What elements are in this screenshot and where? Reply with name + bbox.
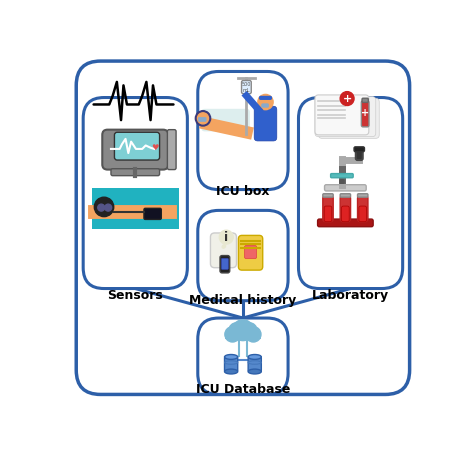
Circle shape — [219, 230, 233, 244]
FancyBboxPatch shape — [315, 97, 376, 137]
Circle shape — [198, 113, 209, 124]
FancyBboxPatch shape — [83, 97, 187, 289]
Circle shape — [258, 94, 273, 110]
FancyBboxPatch shape — [315, 95, 369, 135]
Circle shape — [105, 204, 112, 211]
Ellipse shape — [225, 369, 238, 374]
FancyBboxPatch shape — [198, 318, 288, 395]
Circle shape — [98, 204, 105, 211]
FancyBboxPatch shape — [362, 98, 368, 102]
Circle shape — [225, 327, 240, 342]
FancyBboxPatch shape — [144, 208, 161, 220]
Circle shape — [228, 322, 246, 339]
FancyBboxPatch shape — [324, 206, 332, 222]
FancyBboxPatch shape — [238, 235, 263, 270]
FancyBboxPatch shape — [111, 169, 160, 176]
Text: ♥: ♥ — [152, 143, 159, 152]
FancyBboxPatch shape — [198, 210, 288, 301]
Text: 500
mL: 500 mL — [242, 82, 251, 92]
Text: +: + — [343, 93, 352, 104]
FancyBboxPatch shape — [167, 129, 176, 170]
Ellipse shape — [248, 354, 261, 359]
FancyBboxPatch shape — [319, 98, 379, 138]
FancyBboxPatch shape — [220, 256, 230, 273]
FancyBboxPatch shape — [323, 196, 333, 222]
FancyBboxPatch shape — [225, 357, 238, 372]
FancyBboxPatch shape — [323, 194, 333, 197]
FancyBboxPatch shape — [254, 106, 277, 141]
FancyBboxPatch shape — [76, 61, 410, 395]
FancyBboxPatch shape — [102, 129, 168, 170]
FancyBboxPatch shape — [340, 196, 351, 222]
Circle shape — [195, 111, 210, 126]
Circle shape — [94, 197, 114, 216]
FancyBboxPatch shape — [199, 117, 206, 121]
FancyBboxPatch shape — [242, 81, 251, 94]
FancyBboxPatch shape — [325, 185, 366, 191]
Text: Sensors: Sensors — [108, 289, 163, 302]
FancyBboxPatch shape — [201, 109, 250, 131]
FancyBboxPatch shape — [92, 188, 179, 230]
Text: i: i — [224, 230, 228, 244]
FancyBboxPatch shape — [359, 206, 366, 222]
FancyBboxPatch shape — [210, 233, 237, 268]
FancyBboxPatch shape — [198, 71, 288, 189]
Circle shape — [246, 327, 261, 342]
FancyBboxPatch shape — [356, 150, 363, 160]
FancyBboxPatch shape — [357, 196, 368, 222]
FancyBboxPatch shape — [340, 194, 351, 197]
FancyBboxPatch shape — [340, 180, 344, 183]
FancyBboxPatch shape — [299, 97, 403, 289]
FancyBboxPatch shape — [221, 258, 228, 269]
FancyBboxPatch shape — [354, 147, 365, 152]
Text: +: + — [361, 108, 369, 118]
FancyBboxPatch shape — [259, 96, 272, 100]
FancyBboxPatch shape — [330, 174, 353, 178]
FancyBboxPatch shape — [248, 357, 261, 372]
Ellipse shape — [225, 354, 238, 359]
Circle shape — [240, 322, 257, 339]
Circle shape — [340, 92, 354, 106]
FancyBboxPatch shape — [262, 104, 269, 107]
FancyBboxPatch shape — [245, 245, 256, 259]
Text: ICU Database: ICU Database — [196, 383, 290, 396]
Text: ICU box: ICU box — [216, 185, 270, 198]
FancyBboxPatch shape — [114, 132, 160, 160]
FancyBboxPatch shape — [342, 206, 349, 222]
FancyBboxPatch shape — [361, 101, 369, 127]
Circle shape — [233, 320, 253, 341]
Text: Laboratory: Laboratory — [312, 289, 389, 302]
FancyBboxPatch shape — [357, 194, 368, 197]
FancyBboxPatch shape — [225, 333, 261, 339]
FancyBboxPatch shape — [318, 219, 373, 227]
Text: Medical history: Medical history — [189, 294, 297, 307]
FancyArrowPatch shape — [223, 246, 224, 247]
Ellipse shape — [248, 369, 261, 374]
